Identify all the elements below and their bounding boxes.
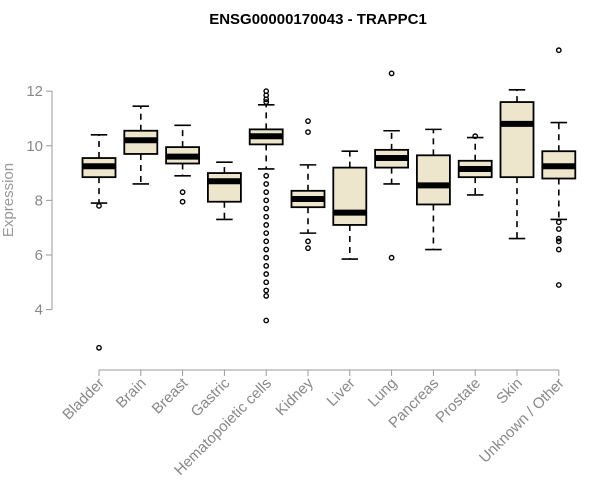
box-bladder: [81, 134, 117, 351]
x-tick-label: Brain: [113, 375, 150, 412]
y-axis-label: Expression: [0, 163, 17, 237]
x-tick-label: Bladder: [59, 375, 108, 424]
box-lung: [374, 70, 410, 261]
box-prostate: [457, 133, 493, 196]
outlier-point: [388, 254, 395, 261]
y-tick-label: 4: [35, 302, 43, 319]
box-breast: [165, 124, 201, 205]
x-tick-label: Lung: [365, 375, 401, 411]
y-axis: 4 6 8 10 12: [26, 83, 53, 319]
outlier-point: [96, 202, 102, 209]
box-series: [81, 47, 577, 351]
outlier-point: [555, 219, 562, 226]
iqr-box: [499, 101, 535, 179]
box-hematopoietic-cells: [248, 88, 284, 324]
outlier-point: [263, 246, 270, 253]
box-brain: [123, 105, 159, 185]
outlier-point: [263, 172, 270, 179]
outlier-point: [263, 205, 270, 212]
outlier-point: [305, 118, 311, 125]
outlier-point: [263, 287, 270, 294]
y-tick-label: 12: [26, 83, 43, 100]
outlier-point: [263, 181, 270, 187]
outlier-point: [263, 254, 270, 261]
outlier-point: [263, 271, 270, 277]
outlier-point: [555, 235, 562, 242]
x-tick-label: Prostate: [432, 375, 484, 427]
iqr-box: [415, 154, 451, 206]
y-tick-label: 8: [35, 192, 43, 209]
x-tick-label: Kidney: [272, 374, 317, 419]
x-tick-label: Liver: [324, 375, 359, 410]
outlier-point: [263, 222, 270, 228]
box-pancreas: [415, 128, 451, 251]
box-kidney: [290, 118, 326, 252]
outlier-point: [555, 226, 562, 232]
box-unknown-other: [541, 47, 577, 288]
outlier-point: [263, 262, 270, 269]
outlier-point: [263, 197, 270, 204]
outlier-point: [96, 344, 102, 351]
outlier-point: [263, 230, 270, 237]
x-tick-label: Breast: [149, 374, 192, 417]
chart-title: ENSG00000170043 - TRAPPC1: [209, 11, 427, 28]
x-tick-label: Skin: [493, 375, 526, 408]
outlier-point: [263, 213, 270, 220]
box-liver: [332, 150, 368, 260]
outlier-point: [263, 238, 270, 245]
y-tick-label: 10: [26, 138, 43, 155]
y-tick-label: 6: [35, 247, 43, 264]
outlier-point: [263, 189, 270, 196]
outlier-point: [305, 129, 311, 136]
box-gastric: [206, 161, 242, 221]
outlier-point: [555, 246, 562, 253]
outlier-point: [388, 70, 395, 77]
outlier-point: [472, 133, 479, 140]
box-skin: [499, 88, 535, 240]
outlier-point: [555, 282, 562, 288]
outlier-point: [555, 47, 562, 54]
outlier-point: [263, 293, 270, 299]
outlier-point: [179, 198, 186, 205]
iqr-box: [206, 172, 242, 203]
outlier-point: [263, 317, 270, 324]
outlier-point: [263, 279, 270, 286]
outlier-point: [305, 245, 311, 252]
outlier-point: [263, 99, 270, 105]
outlier-point: [555, 238, 562, 245]
iqr-box: [332, 166, 368, 226]
outlier-point: [179, 189, 186, 196]
outlier-point: [305, 238, 311, 245]
outlier-point: [263, 96, 270, 103]
